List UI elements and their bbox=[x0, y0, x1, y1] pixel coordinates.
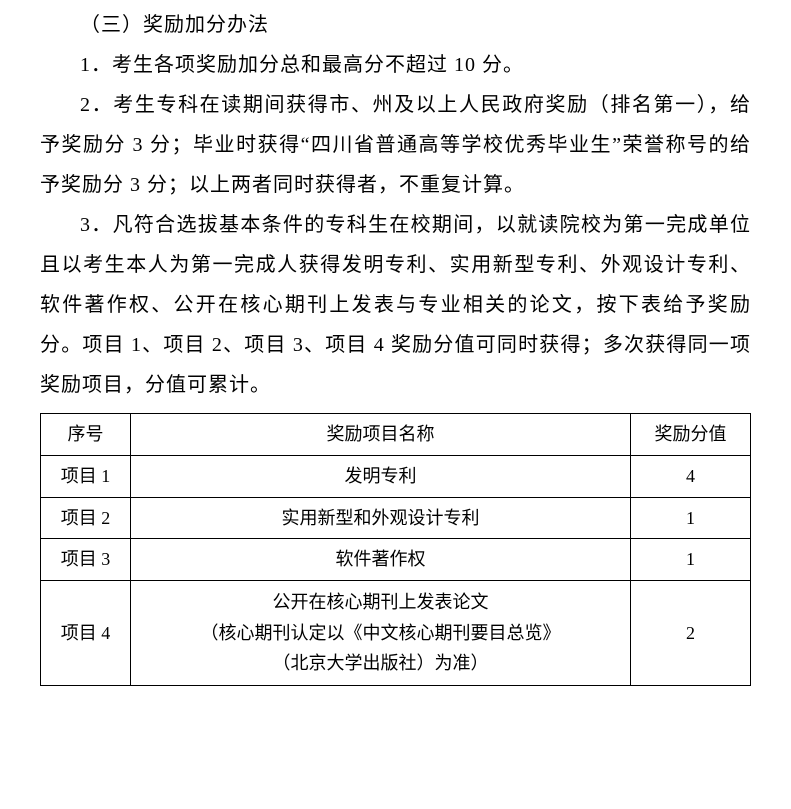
cell-name-line3: （北京大学出版社）为准） bbox=[273, 653, 489, 673]
table-row: 项目 3 软件著作权 1 bbox=[41, 539, 751, 581]
cell-name: 发明专利 bbox=[131, 455, 631, 497]
cell-name-line1: 公开在核心期刊上发表论文 bbox=[273, 592, 489, 612]
cell-name: 实用新型和外观设计专利 bbox=[131, 497, 631, 539]
cell-name-multi: 公开在核心期刊上发表论文 （核心期刊认定以《中文核心期刊要目总览》 （北京大学出… bbox=[131, 581, 631, 686]
cell-score: 4 bbox=[631, 455, 751, 497]
cell-name-line2: （核心期刊认定以《中文核心期刊要目总览》 bbox=[201, 623, 561, 643]
table-row: 项目 4 公开在核心期刊上发表论文 （核心期刊认定以《中文核心期刊要目总览》 （… bbox=[41, 581, 751, 686]
bonus-table: 序号 奖励项目名称 奖励分值 项目 1 发明专利 4 项目 2 实用新型和外观设… bbox=[40, 413, 751, 686]
col-header-name: 奖励项目名称 bbox=[131, 414, 631, 456]
col-header-seq: 序号 bbox=[41, 414, 131, 456]
paragraph-3: 3．凡符合选拔基本条件的专科生在校期间，以就读院校为第一完成单位且以考生本人为第… bbox=[40, 205, 751, 405]
cell-score: 2 bbox=[631, 581, 751, 686]
table-row: 项目 1 发明专利 4 bbox=[41, 455, 751, 497]
cell-seq: 项目 1 bbox=[41, 455, 131, 497]
cell-score: 1 bbox=[631, 539, 751, 581]
cell-seq: 项目 3 bbox=[41, 539, 131, 581]
paragraph-1: 1．考生各项奖励加分总和最高分不超过 10 分。 bbox=[40, 45, 751, 85]
cell-seq: 项目 2 bbox=[41, 497, 131, 539]
cell-score: 1 bbox=[631, 497, 751, 539]
section-heading: （三）奖励加分办法 bbox=[40, 5, 751, 45]
table-header-row: 序号 奖励项目名称 奖励分值 bbox=[41, 414, 751, 456]
col-header-score: 奖励分值 bbox=[631, 414, 751, 456]
table-row: 项目 2 实用新型和外观设计专利 1 bbox=[41, 497, 751, 539]
cell-name: 软件著作权 bbox=[131, 539, 631, 581]
cell-seq: 项目 4 bbox=[41, 581, 131, 686]
paragraph-2: 2．考生专科在读期间获得市、州及以上人民政府奖励（排名第一），给予奖励分 3 分… bbox=[40, 85, 751, 205]
